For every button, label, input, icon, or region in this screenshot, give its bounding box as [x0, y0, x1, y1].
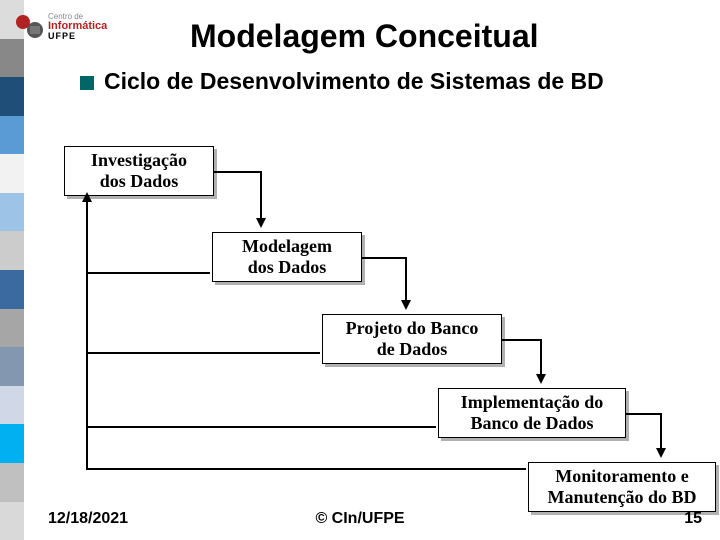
subtitle: Ciclo de Desenvolvimento de Sistemas de …	[104, 68, 704, 94]
feedback-h-3	[86, 468, 526, 470]
footer-copyright: © CIn/UFPE	[0, 510, 720, 528]
fwd-h-3	[626, 413, 660, 415]
fwd-arrow-2	[536, 374, 546, 384]
bullet-icon	[80, 76, 94, 90]
fwd-v-1	[405, 257, 407, 302]
sidebar-strip	[0, 0, 24, 540]
feedback-h-2	[86, 426, 436, 428]
fwd-arrow-0	[256, 218, 266, 228]
logo-mark-icon	[15, 12, 45, 42]
fwd-h-2	[502, 339, 540, 341]
stage-box-4: Monitoramento e Manutenção do BD	[528, 462, 716, 512]
fwd-v-2	[540, 339, 542, 376]
feedback-h-1	[86, 352, 320, 354]
fwd-v-3	[660, 413, 662, 450]
stage-box-0: Investigação dos Dados	[64, 146, 214, 196]
stage-box-2: Projeto do Banco de Dados	[322, 314, 502, 364]
logo-line3: UFPE	[48, 32, 107, 41]
fwd-h-1	[362, 257, 405, 259]
logo: Centro de Informática UFPE	[15, 8, 120, 46]
feedback-arrow-up	[82, 192, 92, 202]
fwd-arrow-1	[401, 300, 411, 310]
fwd-v-0	[260, 171, 262, 220]
stage-box-1: Modelagem dos Dados	[212, 232, 362, 282]
fwd-h-0	[214, 171, 260, 173]
footer-page-number: 15	[684, 510, 702, 528]
fwd-arrow-3	[656, 448, 666, 458]
stage-box-3: Implementação do Banco de Dados	[438, 388, 626, 438]
feedback-h-0	[86, 272, 210, 274]
slide-title: Modelagem Conceitual	[190, 18, 539, 55]
